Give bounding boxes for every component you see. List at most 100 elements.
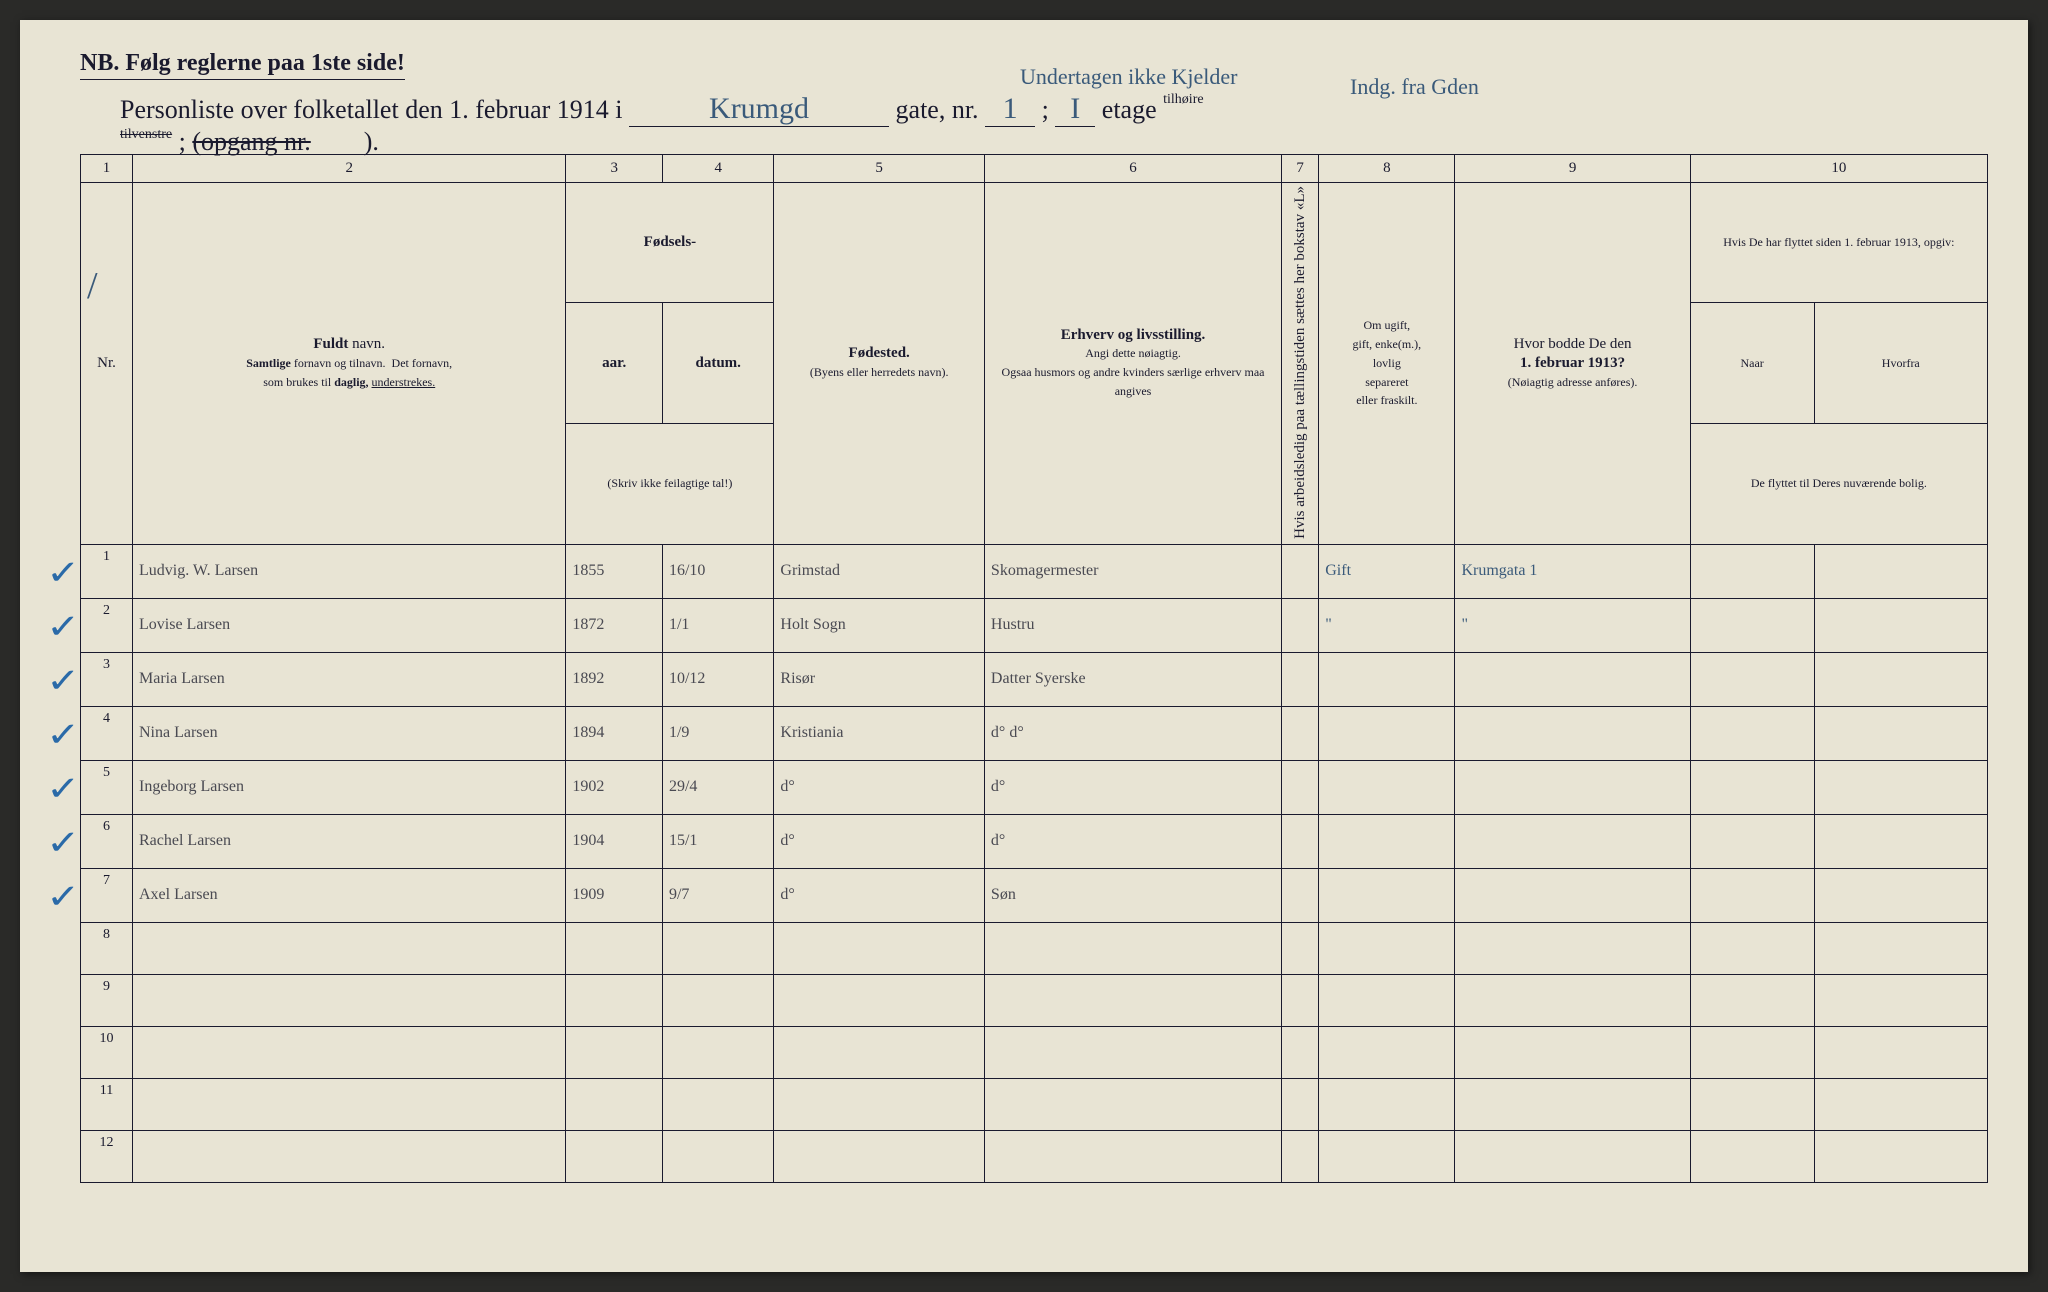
hdr-erhverv: Erhverv og livsstilling. Angi dette nøia… <box>984 182 1281 544</box>
colnum-8: 8 <box>1319 155 1455 183</box>
table-row-empty: 9 <box>81 974 1988 1026</box>
colnum-5: 5 <box>774 155 985 183</box>
cell-nr: ✓5 <box>81 760 133 814</box>
check-mark-icon: ✓ <box>46 661 80 701</box>
colnum-3: 3 <box>566 155 663 183</box>
table-row-empty: 11 <box>81 1078 1988 1130</box>
cell-name: Ingeborg Larsen <box>133 760 566 814</box>
cell-occupation: d° <box>984 814 1281 868</box>
colnum-1: 1 <box>81 155 133 183</box>
cell-nr: ✓1 <box>81 544 133 598</box>
table-row: ✓3Maria Larsen189210/12RisørDatter Syers… <box>81 652 1988 706</box>
cell-wherefrom <box>1814 652 1987 706</box>
hdr-nr: Nr. / <box>81 182 133 544</box>
title-line: Personliste over folketallet den 1. febr… <box>120 92 1988 136</box>
hdr-col7: Hvis arbeidsledig paa tællingstiden sætt… <box>1282 182 1319 544</box>
cell-wherefrom <box>1814 814 1987 868</box>
check-mark-icon: ✓ <box>46 715 80 755</box>
table-head: 1 2 3 4 5 6 7 8 9 10 Nr. / Fuldt navn. S… <box>81 155 1988 545</box>
cell-occupation: Datter Syerske <box>984 652 1281 706</box>
gate-nr: 1 <box>985 92 1035 127</box>
table-row: ✓6Rachel Larsen190415/1d°d° <box>81 814 1988 868</box>
cell-when <box>1690 814 1814 868</box>
colnum-9: 9 <box>1455 155 1690 183</box>
cell-birthplace: d° <box>774 814 985 868</box>
cell-nr: ✓4 <box>81 706 133 760</box>
check-mark-icon: ✓ <box>46 769 80 809</box>
cell-nr: ✓6 <box>81 814 133 868</box>
cell-occupation: d° <box>984 760 1281 814</box>
colnum-4: 4 <box>662 155 773 183</box>
cell-7 <box>1282 652 1319 706</box>
table-body: ✓1Ludvig. W. Larsen185516/10GrimstadSkom… <box>81 544 1988 1182</box>
cell-nr: ✓3 <box>81 652 133 706</box>
cell-date: 1/9 <box>662 706 773 760</box>
cell-occupation: d° d° <box>984 706 1281 760</box>
cell-prev-address <box>1455 706 1690 760</box>
cell-date: 1/1 <box>662 598 773 652</box>
cell-birthplace: d° <box>774 868 985 922</box>
colnum-6: 6 <box>984 155 1281 183</box>
hdr-col10-sub: De flyttet til Deres nuværende bolig. <box>1690 424 1987 545</box>
cell-year: 1855 <box>566 544 663 598</box>
cell-birthplace: d° <box>774 760 985 814</box>
cell-when <box>1690 760 1814 814</box>
cell-prev-address: " <box>1455 598 1690 652</box>
cell-7 <box>1282 868 1319 922</box>
opgang-label: (opgang nr. <box>192 127 310 156</box>
cell-year: 1892 <box>566 652 663 706</box>
cell-year: 1872 <box>566 598 663 652</box>
hdr-naar: Naar <box>1690 303 1814 424</box>
cell-name: Rachel Larsen <box>133 814 566 868</box>
cell-occupation: Søn <box>984 868 1281 922</box>
gate-label: gate, nr. <box>896 95 979 124</box>
cell-prev-address <box>1455 814 1690 868</box>
cell-prev-address <box>1455 868 1690 922</box>
cell-nr: ✓2 <box>81 598 133 652</box>
hdr-fodested: Fødested. (Byens eller herredets navn). <box>774 182 985 544</box>
hdr-name: Fuldt navn. Samtlige fornavn og tilnavn.… <box>133 182 566 544</box>
table-row: ✓4Nina Larsen18941/9Kristianiad° d° <box>81 706 1988 760</box>
cell-when <box>1690 652 1814 706</box>
table-row: ✓7Axel Larsen19099/7d°Søn <box>81 868 1988 922</box>
cell-when <box>1690 598 1814 652</box>
cell-wherefrom <box>1814 760 1987 814</box>
cell-marital: Gift <box>1319 544 1455 598</box>
cell-birthplace: Kristiania <box>774 706 985 760</box>
semicolon1: ; <box>1042 95 1049 124</box>
colnum-10: 10 <box>1690 155 1987 183</box>
cell-occupation: Hustru <box>984 598 1281 652</box>
cell-date: 10/12 <box>662 652 773 706</box>
cell-year: 1904 <box>566 814 663 868</box>
cell-year: 1902 <box>566 760 663 814</box>
table-row: ✓2Lovise Larsen18721/1Holt SognHustru"" <box>81 598 1988 652</box>
cell-name: Nina Larsen <box>133 706 566 760</box>
cell-date: 29/4 <box>662 760 773 814</box>
annot-undertagen: Undertagen ikke Kjelder <box>1020 64 1237 90</box>
cell-name: Lovise Larsen <box>133 598 566 652</box>
cell-prev-address: Krumgata 1 <box>1455 544 1690 598</box>
cell-wherefrom <box>1814 598 1987 652</box>
check-mark-icon: ✓ <box>46 553 80 593</box>
hdr-hvorfra: Hvorfra <box>1814 303 1987 424</box>
cell-nr: 8 <box>81 922 133 974</box>
colnum-2: 2 <box>133 155 566 183</box>
closing-paren: ). <box>364 127 379 156</box>
cell-when <box>1690 868 1814 922</box>
cell-occupation: Skomagermester <box>984 544 1281 598</box>
table-row-empty: 12 <box>81 1130 1988 1182</box>
cell-birthplace: Holt Sogn <box>774 598 985 652</box>
cell-wherefrom <box>1814 544 1987 598</box>
etage-nr: I <box>1055 92 1095 127</box>
check-mark-icon: ✓ <box>46 607 80 647</box>
cell-date: 9/7 <box>662 868 773 922</box>
cell-marital <box>1319 652 1455 706</box>
cell-prev-address <box>1455 760 1690 814</box>
cell-wherefrom <box>1814 868 1987 922</box>
annot-opgang: Indg. fra Gden <box>1350 74 1479 100</box>
street-slot: Krumgd <box>629 92 889 127</box>
cell-nr: 10 <box>81 1026 133 1078</box>
hdr-col8: Om ugift,gift, enke(m.),lovligseparerete… <box>1319 182 1455 544</box>
etage-label: etage <box>1102 95 1157 124</box>
cell-nr: 12 <box>81 1130 133 1182</box>
